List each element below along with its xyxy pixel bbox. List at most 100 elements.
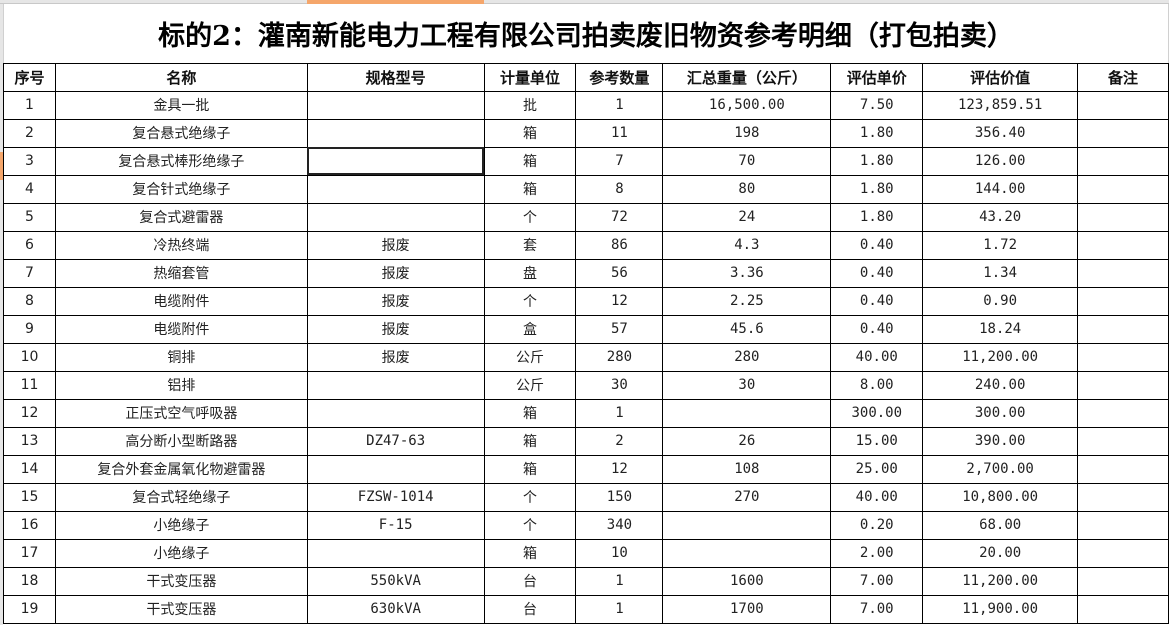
cell-unit[interactable]: 套 xyxy=(483,230,577,260)
cell-total-weight[interactable]: 4.3 xyxy=(662,230,832,260)
cell-unit[interactable]: 箱 xyxy=(483,454,577,484)
cell-unit[interactable]: 箱 xyxy=(483,118,577,148)
cell-quantity[interactable]: 7 xyxy=(575,146,664,176)
header-index[interactable]: 序号 xyxy=(3,62,56,92)
cell-unit-price[interactable]: 1.80 xyxy=(830,146,924,176)
cell-value[interactable]: 11,200.00 xyxy=(922,566,1079,596)
cell-quantity[interactable]: 12 xyxy=(575,286,664,316)
cell-unit[interactable]: 个 xyxy=(483,510,577,540)
cell-name[interactable]: 电缆附件 xyxy=(54,314,308,344)
header-unit[interactable]: 计量单位 xyxy=(483,62,577,92)
cell-total-weight[interactable]: 1700 xyxy=(662,594,832,624)
cell-remark[interactable] xyxy=(1077,454,1169,484)
cell-unit[interactable]: 箱 xyxy=(483,426,577,456)
cell-spec[interactable] xyxy=(306,202,485,232)
cell-unit[interactable]: 个 xyxy=(483,286,577,316)
cell-remark[interactable] xyxy=(1077,426,1169,456)
cell-name[interactable]: 干式变压器 xyxy=(54,566,308,596)
cell-quantity[interactable]: 340 xyxy=(575,510,664,540)
cell-value[interactable]: 2,700.00 xyxy=(922,454,1079,484)
cell-index[interactable]: 6 xyxy=(3,230,56,260)
cell-quantity[interactable]: 8 xyxy=(575,174,664,204)
cell-unit[interactable]: 盒 xyxy=(483,314,577,344)
cell-quantity[interactable]: 1 xyxy=(575,566,664,596)
cell-remark[interactable] xyxy=(1077,370,1169,400)
cell-remark[interactable] xyxy=(1077,566,1169,596)
cell-value[interactable]: 1.72 xyxy=(922,230,1079,260)
cell-name[interactable]: 电缆附件 xyxy=(54,286,308,316)
cell-unit[interactable]: 公斤 xyxy=(483,370,577,400)
cell-name[interactable]: 高分断小型断路器 xyxy=(54,426,308,456)
cell-index[interactable]: 4 xyxy=(3,174,56,204)
cell-index[interactable]: 3 xyxy=(3,146,56,176)
cell-quantity[interactable]: 2 xyxy=(575,426,664,456)
cell-quantity[interactable]: 12 xyxy=(575,454,664,484)
cell-unit[interactable]: 箱 xyxy=(483,398,577,428)
cell-total-weight[interactable]: 2.25 xyxy=(662,286,832,316)
cell-total-weight[interactable]: 24 xyxy=(662,202,832,232)
cell-unit[interactable]: 箱 xyxy=(483,538,577,568)
cell-total-weight[interactable]: 30 xyxy=(662,370,832,400)
cell-spec[interactable] xyxy=(306,538,485,568)
cell-total-weight[interactable]: 16,500.00 xyxy=(662,90,832,120)
cell-unit-price[interactable]: 40.00 xyxy=(830,342,924,372)
cell-index[interactable]: 9 xyxy=(3,314,56,344)
cell-index[interactable]: 17 xyxy=(3,538,56,568)
cell-remark[interactable] xyxy=(1077,482,1169,512)
cell-spec[interactable] xyxy=(306,146,485,176)
cell-index[interactable]: 11 xyxy=(3,370,56,400)
cell-index[interactable]: 12 xyxy=(3,398,56,428)
cell-total-weight[interactable]: 45.6 xyxy=(662,314,832,344)
cell-total-weight[interactable]: 198 xyxy=(662,118,832,148)
cell-spec[interactable]: 630kVA xyxy=(306,594,485,624)
header-name[interactable]: 名称 xyxy=(54,62,308,92)
cell-unit-price[interactable]: 8.00 xyxy=(830,370,924,400)
row-header-strip[interactable] xyxy=(0,4,3,625)
cell-total-weight[interactable]: 280 xyxy=(662,342,832,372)
cell-spec[interactable] xyxy=(306,90,485,120)
cell-total-weight[interactable]: 70 xyxy=(662,146,832,176)
cell-spec[interactable]: 报废 xyxy=(306,342,485,372)
cell-index[interactable]: 1 xyxy=(3,90,56,120)
cell-name[interactable]: 复合外套金属氧化物避雷器 xyxy=(54,454,308,484)
cell-unit-price[interactable]: 300.00 xyxy=(830,398,924,428)
cell-quantity[interactable]: 11 xyxy=(575,118,664,148)
cell-index[interactable]: 7 xyxy=(3,258,56,288)
cell-total-weight[interactable]: 80 xyxy=(662,174,832,204)
cell-quantity[interactable]: 10 xyxy=(575,538,664,568)
cell-name[interactable]: 复合针式绝缘子 xyxy=(54,174,308,204)
cell-remark[interactable] xyxy=(1077,258,1169,288)
cell-unit[interactable]: 箱 xyxy=(483,174,577,204)
cell-quantity[interactable]: 280 xyxy=(575,342,664,372)
cell-spec[interactable]: 报废 xyxy=(306,230,485,260)
cell-value[interactable]: 0.90 xyxy=(922,286,1079,316)
cell-spec[interactable]: FZSW-1014 xyxy=(306,482,485,512)
cell-unit-price[interactable]: 0.40 xyxy=(830,258,924,288)
cell-value[interactable]: 240.00 xyxy=(922,370,1079,400)
cell-unit-price[interactable]: 7.50 xyxy=(830,90,924,120)
cell-value[interactable]: 20.00 xyxy=(922,538,1079,568)
cell-name[interactable]: 复合式轻绝缘子 xyxy=(54,482,308,512)
cell-quantity[interactable]: 1 xyxy=(575,90,664,120)
cell-remark[interactable] xyxy=(1077,594,1169,624)
cell-remark[interactable] xyxy=(1077,174,1169,204)
cell-name[interactable]: 正压式空气呼吸器 xyxy=(54,398,308,428)
cell-unit-price[interactable]: 1.80 xyxy=(830,174,924,204)
cell-total-weight[interactable]: 108 xyxy=(662,454,832,484)
cell-remark[interactable] xyxy=(1077,118,1169,148)
cell-remark[interactable] xyxy=(1077,510,1169,540)
cell-value[interactable]: 11,900.00 xyxy=(922,594,1079,624)
cell-unit[interactable]: 箱 xyxy=(483,146,577,176)
cell-index[interactable]: 13 xyxy=(3,426,56,456)
header-unit-price[interactable]: 评估单价 xyxy=(830,62,924,92)
cell-value[interactable]: 43.20 xyxy=(922,202,1079,232)
cell-value[interactable]: 1.34 xyxy=(922,258,1079,288)
cell-unit-price[interactable]: 7.00 xyxy=(830,594,924,624)
cell-index[interactable]: 19 xyxy=(3,594,56,624)
cell-name[interactable]: 干式变压器 xyxy=(54,594,308,624)
cell-total-weight[interactable]: 26 xyxy=(662,426,832,456)
cell-quantity[interactable]: 1 xyxy=(575,594,664,624)
cell-quantity[interactable]: 72 xyxy=(575,202,664,232)
cell-value[interactable]: 10,800.00 xyxy=(922,482,1079,512)
cell-total-weight[interactable]: 270 xyxy=(662,482,832,512)
